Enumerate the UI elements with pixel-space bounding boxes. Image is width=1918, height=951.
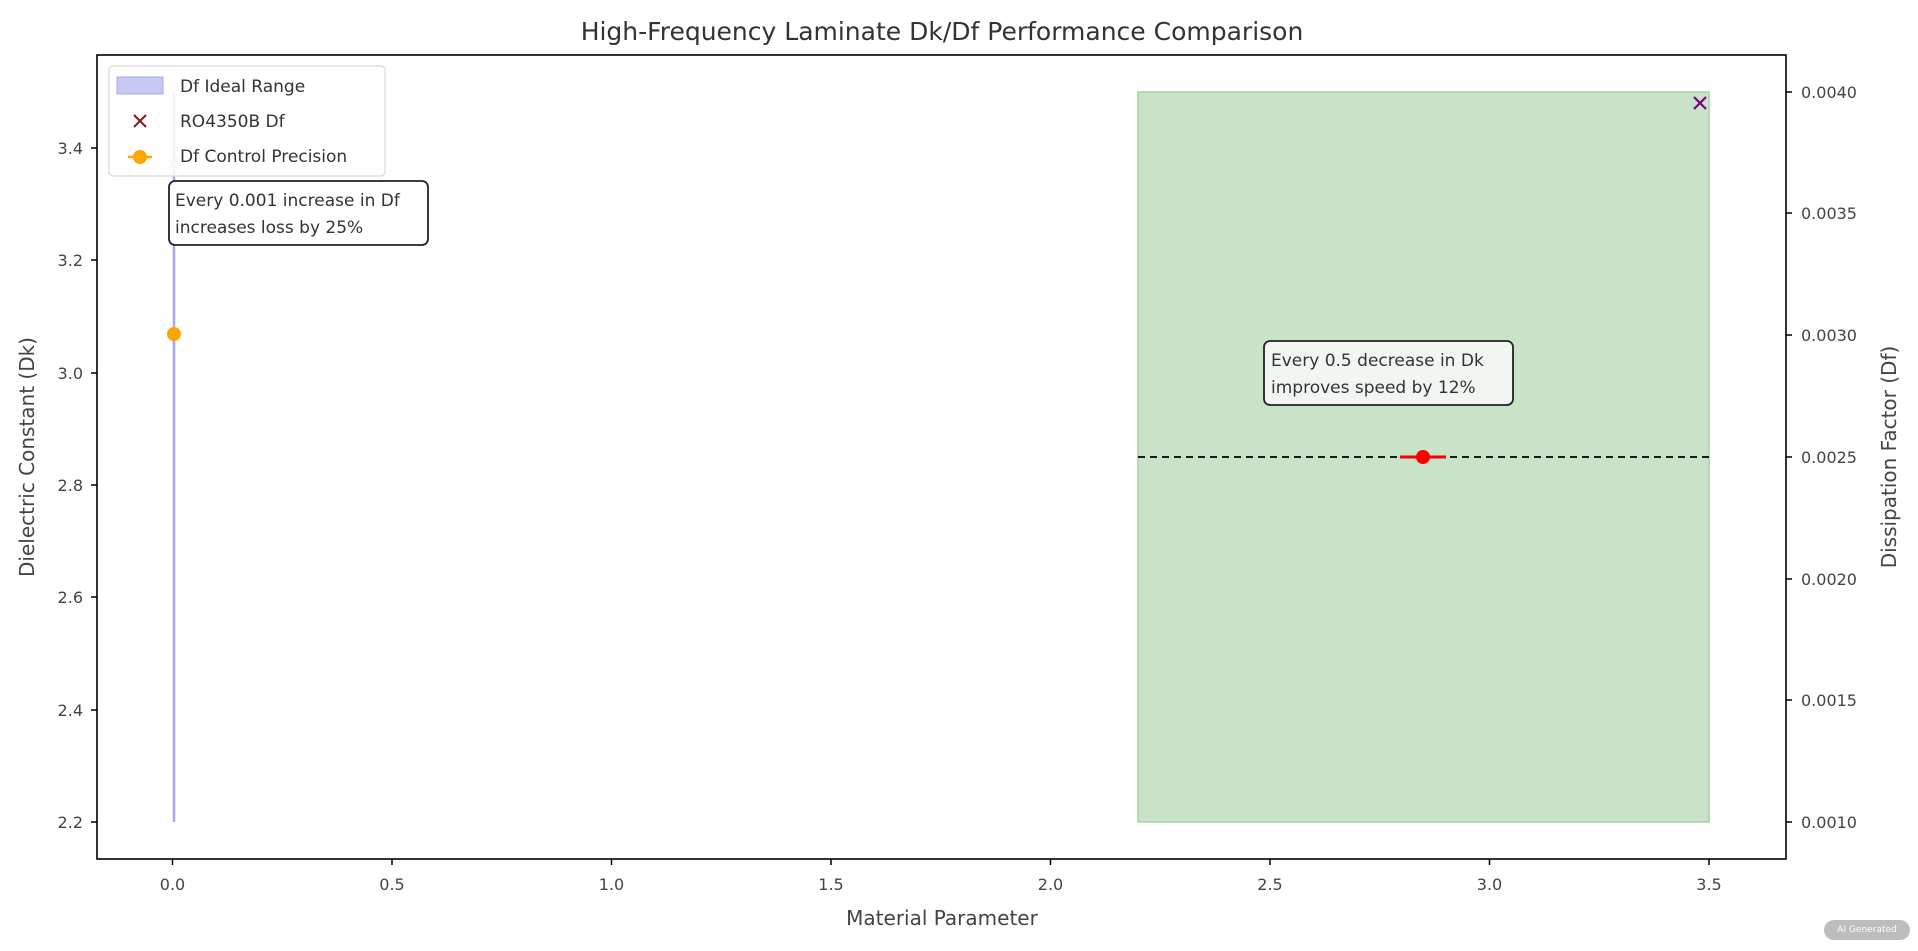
svg-text:2.6: 2.6	[58, 588, 83, 607]
svg-text:0.0030: 0.0030	[1801, 326, 1857, 345]
svg-text:0.5: 0.5	[379, 875, 404, 894]
ai-generated-badge: AI Generated	[1824, 920, 1910, 940]
annotation-dk-speed: Every 0.5 decrease in Dk improves speed …	[1263, 340, 1514, 406]
svg-text:2.4: 2.4	[58, 701, 83, 720]
svg-text:0.0020: 0.0020	[1801, 570, 1857, 589]
svg-text:0.0025: 0.0025	[1801, 448, 1857, 467]
svg-text:2.8: 2.8	[58, 476, 83, 495]
ro4350b-df-marker-icon	[1693, 96, 1707, 110]
svg-text:increases loss by 25%: increases loss by 25%	[175, 218, 363, 238]
legend-patch-icon	[116, 76, 164, 95]
svg-text:0.0015: 0.0015	[1801, 691, 1857, 710]
svg-text:improves speed by 12%: improves speed by 12%	[1271, 378, 1476, 398]
legend-x-marker-icon	[133, 114, 147, 128]
svg-text:3.2: 3.2	[58, 251, 83, 270]
svg-text:0.0010: 0.0010	[1801, 813, 1857, 832]
svg-text:Df Ideal Range: Df Ideal Range	[180, 77, 305, 97]
svg-text:0.0: 0.0	[160, 875, 185, 894]
svg-text:0.0035: 0.0035	[1801, 204, 1857, 223]
y2-axis-label: Dissipation Factor (Df)	[1877, 346, 1901, 569]
svg-text:3.0: 3.0	[1477, 875, 1502, 894]
dk-control-precision-point	[1400, 450, 1446, 464]
svg-text:3.4: 3.4	[58, 139, 83, 158]
legend: Df Ideal Range RO4350B Df Df Control Pre…	[108, 65, 386, 177]
x-axis-label: Material Parameter	[846, 906, 1038, 930]
svg-text:2.0: 2.0	[1038, 875, 1063, 894]
svg-text:Every 0.5 decrease in Dk: Every 0.5 decrease in Dk	[1271, 351, 1484, 371]
chart-title: High-Frequency Laminate Dk/Df Performanc…	[581, 17, 1304, 46]
svg-text:0.0040: 0.0040	[1801, 83, 1857, 102]
y-axis-right: 0.0010 0.0015 0.0020 0.0025 0.0030 0.003…	[1786, 83, 1857, 832]
legend-errorbar-marker-icon	[128, 150, 152, 164]
svg-text:1.0: 1.0	[599, 875, 624, 894]
svg-text:3.0: 3.0	[58, 364, 83, 383]
y-axis-label: Dielectric Constant (Dk)	[15, 337, 39, 577]
svg-text:1.5: 1.5	[818, 875, 843, 894]
y-axis-left: 2.2 2.4 2.6 2.8 3.0 3.2 3.4	[58, 139, 97, 832]
annotation-df-loss: Every 0.001 increase in Df increases los…	[168, 180, 429, 246]
x-axis: 0.0 0.5 1.0 1.5 2.0 2.5 3.0 3.5	[160, 859, 1722, 894]
svg-text:3.5: 3.5	[1696, 875, 1721, 894]
svg-text:RO4350B Df: RO4350B Df	[180, 112, 286, 132]
svg-text:2.2: 2.2	[58, 813, 83, 832]
svg-text:2.5: 2.5	[1257, 875, 1282, 894]
svg-text:Every 0.001 increase in Df: Every 0.001 increase in Df	[175, 191, 401, 211]
svg-text:Df Control Precision: Df Control Precision	[180, 147, 347, 167]
df-control-precision-point	[167, 327, 181, 341]
